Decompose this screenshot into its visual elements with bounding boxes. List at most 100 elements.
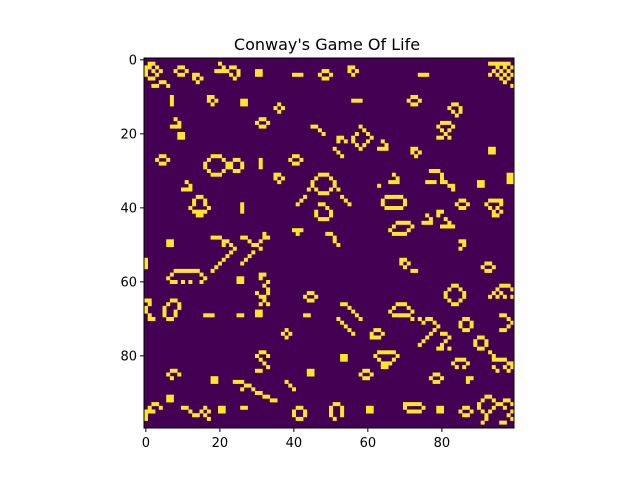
alive-cell <box>414 268 419 273</box>
alive-cell <box>491 146 496 151</box>
alive-cell <box>421 220 426 225</box>
alive-cell <box>373 354 378 358</box>
alive-cell <box>410 409 415 414</box>
alive-cell <box>299 405 304 410</box>
alive-cell <box>414 154 419 159</box>
alive-cell <box>480 420 485 425</box>
alive-cell <box>340 194 345 199</box>
alive-cell <box>465 202 470 207</box>
alive-cell <box>347 328 352 333</box>
alive-cell <box>292 228 296 233</box>
alive-cell <box>495 198 500 203</box>
alive-cell <box>314 187 319 192</box>
alive-cell <box>310 372 315 377</box>
alive-cell <box>299 228 304 233</box>
alive-cell <box>406 313 411 318</box>
alive-cell <box>458 206 463 210</box>
alive-cell <box>210 154 215 159</box>
alive-cell <box>443 331 448 336</box>
alive-cell <box>399 220 404 225</box>
alive-cell <box>258 294 263 299</box>
alive-cell <box>310 183 315 188</box>
alive-cell <box>266 365 271 370</box>
alive-cell <box>506 317 511 321</box>
alive-cell <box>240 161 245 166</box>
alive-cell <box>499 328 504 333</box>
alive-cell <box>314 209 319 214</box>
alive-cell <box>177 372 182 377</box>
alive-cell <box>491 398 496 403</box>
alive-cell <box>273 106 278 111</box>
alive-cell <box>221 65 226 70</box>
alive-cell <box>169 280 174 284</box>
alive-cell <box>369 409 374 414</box>
alive-cell <box>465 361 470 366</box>
alive-cell <box>410 309 415 314</box>
alive-cell <box>192 72 197 77</box>
alive-cell <box>395 206 400 210</box>
alive-cell <box>495 213 500 218</box>
alive-cell <box>255 368 259 373</box>
alive-cell <box>210 313 215 318</box>
alive-cell <box>251 387 256 392</box>
alive-cell <box>277 172 282 177</box>
alive-cell <box>299 416 304 421</box>
alive-cell <box>199 194 204 199</box>
alive-cell <box>477 335 481 340</box>
alive-cell <box>436 372 441 377</box>
alive-cell <box>162 154 167 159</box>
alive-cell <box>391 305 396 310</box>
alive-cell <box>155 65 160 70</box>
alive-cell <box>218 405 222 410</box>
alive-cell <box>410 102 415 107</box>
alive-cell <box>391 357 396 362</box>
alive-cell <box>295 202 300 207</box>
y-tick-label: 60 <box>120 275 137 290</box>
alive-cell <box>391 180 396 185</box>
alive-cell <box>292 387 296 392</box>
alive-cell <box>502 72 507 77</box>
alive-cell <box>243 235 248 240</box>
alive-cell <box>351 72 356 77</box>
alive-cell <box>273 176 278 181</box>
alive-cell <box>218 409 222 414</box>
alive-cell <box>440 128 444 133</box>
alive-cell <box>188 183 193 188</box>
alive-cell <box>277 180 282 185</box>
alive-cell <box>502 398 507 403</box>
alive-cell <box>306 298 311 303</box>
alive-cell <box>258 117 263 122</box>
alive-cell <box>447 298 452 303</box>
alive-cell <box>366 368 370 373</box>
alive-cell <box>499 69 504 74</box>
alive-cell <box>218 69 222 74</box>
alive-cell <box>510 172 515 177</box>
alive-cell <box>391 172 396 177</box>
alive-cell <box>340 320 345 325</box>
alive-cell <box>491 357 496 362</box>
alive-cell <box>210 235 215 240</box>
alive-cell <box>458 324 463 329</box>
alive-cell <box>232 169 237 173</box>
alive-cell <box>506 180 511 185</box>
alive-cell <box>506 76 511 81</box>
alive-cell <box>151 76 156 81</box>
alive-cell <box>255 243 259 247</box>
alive-cell <box>406 228 411 233</box>
alive-cell <box>181 405 185 410</box>
alive-cell <box>380 365 385 370</box>
alive-cell <box>258 309 263 314</box>
alive-cell <box>295 416 300 421</box>
alive-cell <box>177 302 182 307</box>
alive-cell <box>343 139 348 144</box>
alive-cell <box>158 405 163 410</box>
alive-cell <box>465 317 470 321</box>
alive-cell <box>366 409 370 414</box>
alive-cell <box>203 413 208 418</box>
alive-cell <box>188 206 193 210</box>
alive-cell <box>351 135 356 140</box>
alive-cell <box>195 413 200 418</box>
alive-cell <box>292 154 296 159</box>
alive-cell <box>399 302 404 307</box>
